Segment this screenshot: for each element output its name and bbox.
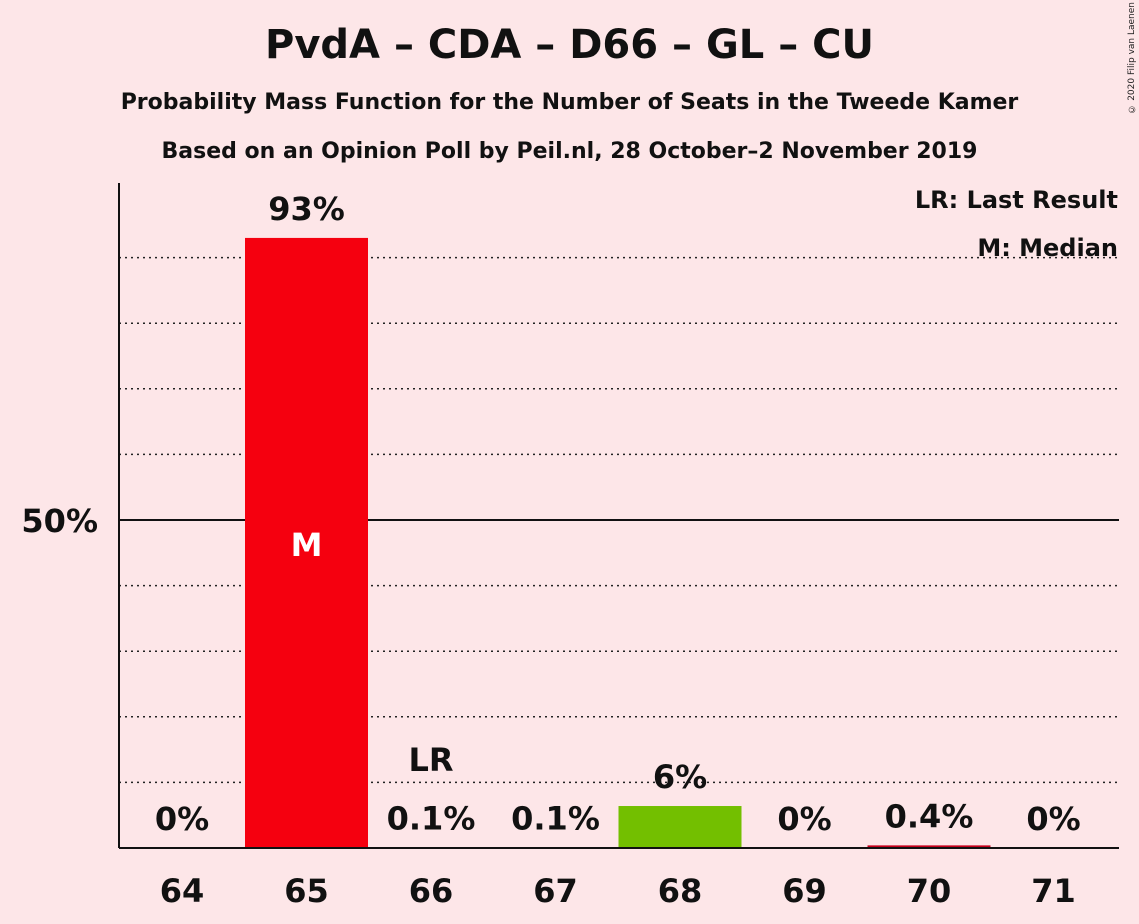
axes: 50% — [21, 183, 1119, 849]
value-label-67: 0.1% — [511, 799, 600, 837]
x-tick-label-67: 67 — [533, 872, 578, 910]
value-label-66: 0.1% — [387, 799, 476, 837]
value-label-71: 0% — [1026, 800, 1080, 838]
last-result-marker: LR — [408, 741, 453, 779]
x-tick-label-69: 69 — [782, 872, 827, 910]
legend-median: M: Median — [977, 234, 1118, 262]
x-tick-label-65: 65 — [284, 872, 329, 910]
x-tick-label-68: 68 — [658, 872, 703, 910]
value-label-64: 0% — [155, 800, 209, 838]
value-labels: 0% 64 93% 65 M 0.1% 66 LR 0.1% 67 6% 68 0% 69 0.4% 70 0%… — [155, 190, 1081, 910]
chart-subtitle: Probability Mass Function for the Number… — [120, 90, 1019, 115]
bars — [245, 237, 991, 849]
x-tick-label-66: 66 — [409, 872, 454, 910]
y-tick-label-50: 50% — [21, 502, 98, 540]
value-label-70: 0.4% — [885, 797, 974, 835]
chart-subtitle-source: Based on an Opinion Poll by Peil.nl, 28 … — [161, 139, 978, 164]
value-label-65: 93% — [268, 190, 345, 228]
chart-title: PvdA – CDA – D66 – GL – CU — [265, 22, 874, 68]
x-tick-label-71: 71 — [1031, 872, 1076, 910]
value-label-69: 0% — [777, 800, 831, 838]
bar-68 — [618, 806, 742, 848]
x-tick-label-70: 70 — [907, 872, 952, 910]
bar-65 — [245, 237, 368, 849]
median-marker: M — [291, 526, 323, 564]
value-label-68: 6% — [653, 758, 707, 796]
legend-last-result: LR: Last Result — [914, 186, 1118, 214]
bar-70 — [867, 845, 991, 848]
x-tick-label-64: 64 — [160, 872, 205, 910]
